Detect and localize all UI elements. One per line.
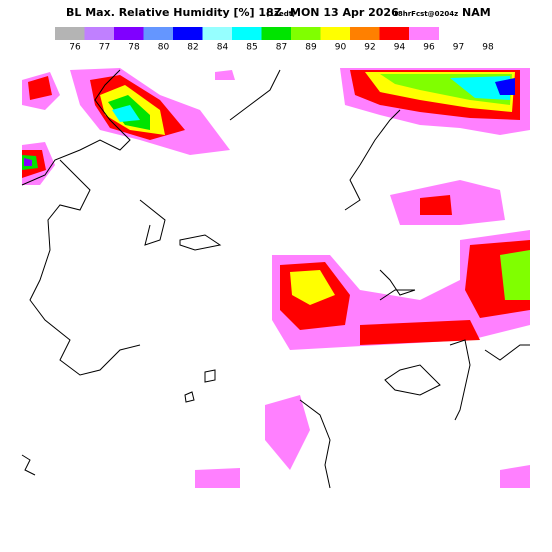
legend-swatch bbox=[84, 27, 115, 40]
legend-swatch bbox=[55, 27, 85, 40]
date: MON 13 Apr 2026 bbox=[290, 6, 399, 19]
legend-label: 97 bbox=[453, 43, 464, 53]
legend-label: 78 bbox=[128, 43, 140, 53]
legend-swatch bbox=[320, 27, 351, 40]
legend: 76 77 78 80 82 84 85 87 89 90 92 94 96 97 98 bbox=[55, 27, 494, 53]
coastline bbox=[21, 69, 530, 489]
legend-label: 96 bbox=[423, 43, 435, 53]
legend-label: 80 bbox=[158, 43, 170, 53]
legend-label: 89 bbox=[305, 43, 317, 53]
legend-swatch bbox=[350, 27, 380, 40]
run-time: (13edt) bbox=[266, 10, 295, 18]
legend-label: 84 bbox=[217, 43, 229, 53]
legend-label: 94 bbox=[394, 43, 406, 53]
legend-swatch bbox=[114, 27, 144, 40]
legend-label: 90 bbox=[335, 43, 347, 53]
map bbox=[21, 68, 530, 489]
legend-swatch bbox=[261, 27, 292, 40]
legend-swatch bbox=[379, 27, 410, 40]
legend-swatch bbox=[173, 27, 203, 40]
legend-label: 98 bbox=[482, 43, 494, 53]
legend-swatch bbox=[202, 27, 233, 40]
legend-label: 85 bbox=[246, 43, 257, 53]
legend-label: 77 bbox=[99, 43, 110, 53]
humidity-field bbox=[22, 68, 530, 488]
legend-swatch bbox=[143, 27, 174, 40]
legend-label: 92 bbox=[364, 43, 375, 53]
legend-label: 82 bbox=[187, 43, 198, 53]
legend-label: 76 bbox=[69, 43, 81, 53]
legend-swatch bbox=[409, 27, 439, 40]
legend-label: 87 bbox=[276, 43, 287, 53]
legend-swatch bbox=[291, 27, 321, 40]
model: NAM bbox=[462, 6, 491, 19]
forecast: 18hrFcst@0204z bbox=[393, 10, 458, 18]
title: BL Max. Relative Humidity [%] 18Z bbox=[66, 6, 282, 19]
legend-swatch bbox=[232, 27, 262, 40]
